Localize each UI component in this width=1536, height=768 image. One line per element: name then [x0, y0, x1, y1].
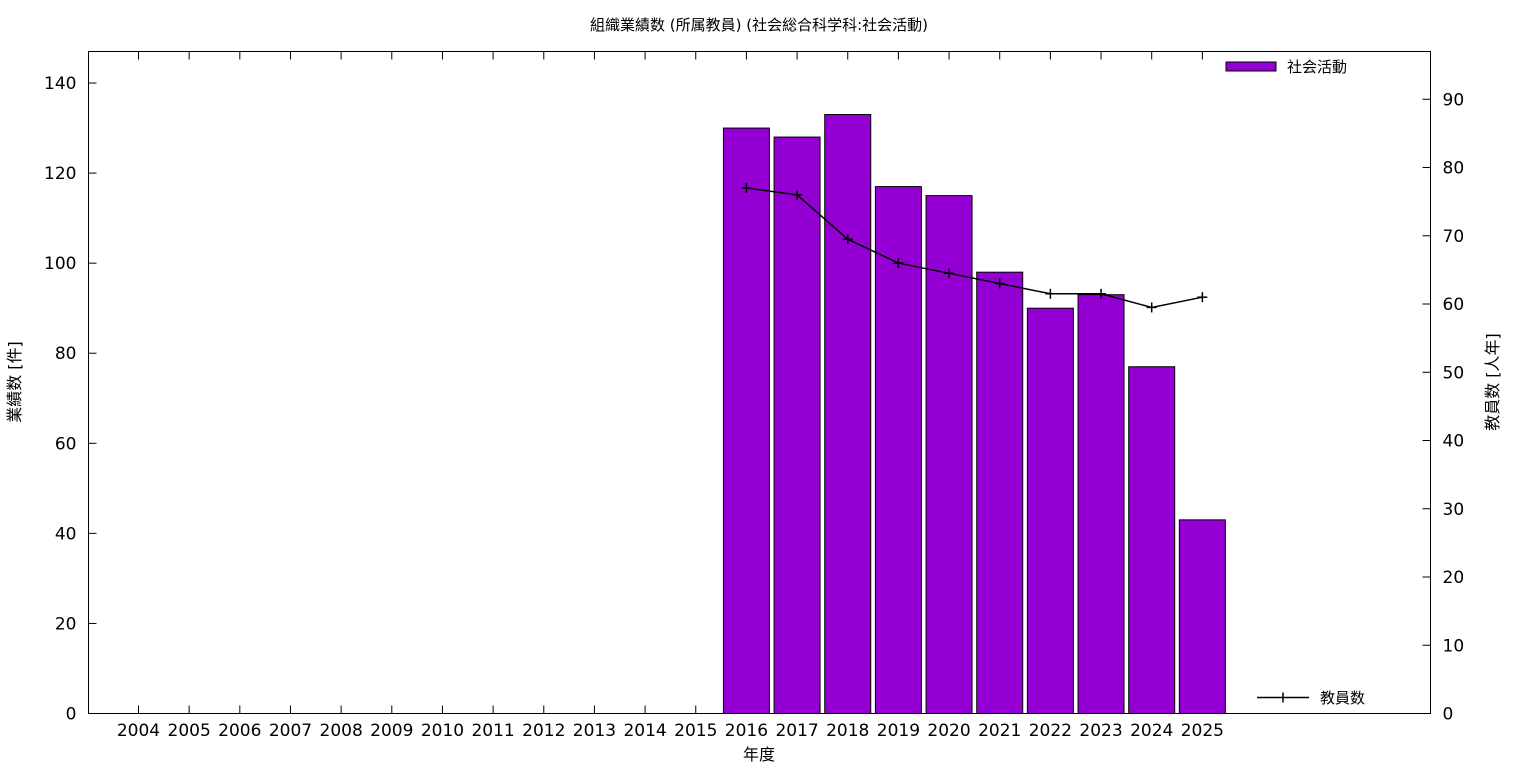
bar: [874, 186, 922, 714]
bar: [1026, 307, 1074, 714]
x-tick-label: 2012: [522, 721, 565, 741]
y-tick-label: 20: [55, 614, 77, 634]
x-tick-label: 2024: [1130, 721, 1173, 741]
y2-tick-label: 80: [1443, 159, 1465, 179]
bar-series: [722, 114, 1226, 715]
y-tick-label: 100: [44, 254, 76, 274]
bar: [773, 136, 821, 714]
bar: [925, 195, 973, 715]
legend-bar-label: 社会活動: [1287, 58, 1347, 76]
x-tick-label: 2004: [117, 721, 160, 741]
y2-tick-label: 90: [1443, 90, 1465, 110]
y2-tick-label: 50: [1443, 363, 1465, 383]
y2-tick-label: 60: [1443, 295, 1465, 315]
bar: [1178, 519, 1226, 715]
y-tick-label: 40: [55, 524, 77, 544]
x-tick-label: 2017: [775, 721, 818, 741]
bar: [824, 114, 872, 715]
x-tick-label: 2022: [1029, 721, 1072, 741]
y-tick-label: 80: [55, 344, 77, 364]
x-tick-label: 2018: [826, 721, 869, 741]
x-tick-label: 2014: [623, 721, 666, 741]
legend-bars: 社会活動: [1225, 58, 1347, 76]
y2-tick-label: 40: [1443, 432, 1465, 452]
bar: [976, 271, 1024, 714]
x-tick-label: 2007: [269, 721, 312, 741]
y2-tick-label: 0: [1443, 705, 1454, 725]
chart-title: 組織業績数 (所属教員) (社会総合科学科:社会活動): [590, 16, 928, 34]
bar: [722, 127, 770, 715]
x-tick-label: 2016: [725, 721, 768, 741]
x-tick-label: 2008: [320, 721, 363, 741]
y2-tick-label: 70: [1443, 227, 1465, 247]
y2-axis-label: 教員数 [人年]: [1483, 333, 1502, 431]
y-tick-label: 0: [66, 705, 77, 725]
legend-line-label: 教員数: [1320, 689, 1365, 707]
y2-tick-label: 30: [1443, 500, 1465, 520]
x-tick-label: 2025: [1181, 721, 1224, 741]
x-tick-label: 2011: [471, 721, 514, 741]
x-tick-label: 2010: [421, 721, 464, 741]
y-tick-label: 60: [55, 434, 77, 454]
x-tick-label: 2005: [168, 721, 211, 741]
x-tick-label: 2006: [218, 721, 261, 741]
bar: [1128, 366, 1176, 714]
x-axis-label: 年度: [743, 745, 775, 764]
x-tick-label: 2009: [370, 721, 413, 741]
y-tick-label: 120: [44, 164, 76, 184]
legend-line: 教員数: [1257, 689, 1365, 707]
line-path: [746, 187, 1203, 309]
y2-tick-label: 20: [1443, 568, 1465, 588]
x-tick-label: 2023: [1079, 721, 1122, 741]
line-series: [741, 182, 1208, 313]
x-tick-label: 2021: [978, 721, 1021, 741]
x-tick-label: 2013: [573, 721, 616, 741]
y2-tick-label: 10: [1443, 636, 1465, 656]
x-tick-label: 2019: [877, 721, 920, 741]
tick-labels: 0 20 40 60 80 100 120 140 0 10 20 30 40 50 60 70 80 90 200…: [44, 74, 1464, 741]
x-tick-label: 2020: [927, 721, 970, 741]
legend-bar-swatch: [1225, 61, 1277, 72]
y-tick-label: 140: [44, 74, 76, 94]
bar: [1077, 294, 1125, 714]
x-tick-label: 2015: [674, 721, 717, 741]
y-axis-label: 業績数 [件]: [5, 341, 24, 423]
